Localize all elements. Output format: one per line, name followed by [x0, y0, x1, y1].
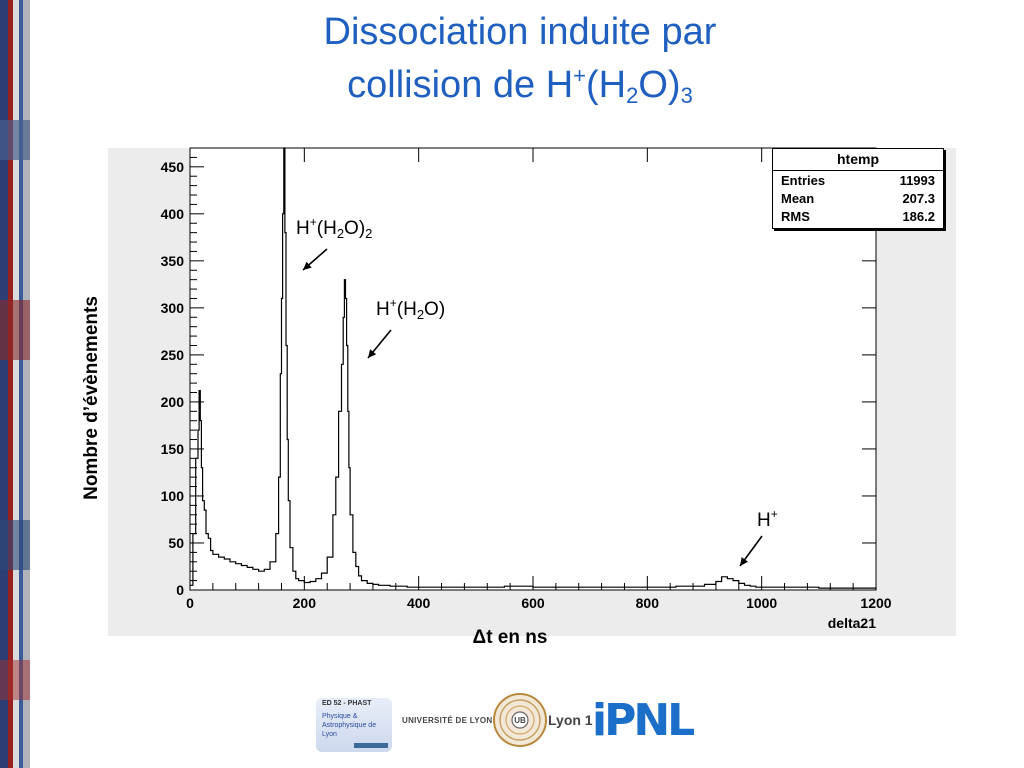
stats-row-rms: RMS 186.2: [773, 207, 943, 225]
x-axis-label: Δt en ns: [472, 627, 548, 648]
phast-text: Physique & Astrophysique de Lyon: [322, 713, 377, 738]
annot-sup: +: [770, 507, 778, 521]
y-tick-label: 0: [176, 582, 184, 598]
stats-label: Mean: [781, 191, 815, 206]
y-tick-label: 350: [161, 253, 185, 269]
stats-value: 186.2: [902, 209, 935, 224]
arrow-peak-h3o-head: [368, 349, 377, 358]
phast-bar: [354, 743, 388, 748]
y-tick-label: 100: [161, 488, 185, 504]
lyon1-emblem-icon: UB: [493, 693, 547, 747]
phast-logo: ED 52 - PHAST Physique & Astrophysique d…: [316, 698, 392, 752]
y-tick-label: 450: [161, 159, 185, 175]
title-prefix: collision de H: [347, 64, 574, 106]
x-tick-label: 600: [521, 595, 545, 611]
stats-row-mean: Mean 207.3: [773, 189, 943, 207]
x-tick-label: 1200: [860, 595, 891, 611]
y-axis-label: Nombre d’évènements: [81, 296, 102, 500]
x-tick-label: 0: [186, 595, 194, 611]
arrow-peak-h3o2-head: [303, 261, 312, 270]
lyon1-badge-text: UB: [514, 716, 526, 725]
stats-box: htemp Entries 11993 Mean 207.3 RMS 186.2: [772, 148, 944, 229]
y-tick-label: 200: [161, 394, 185, 410]
slide-title-line2: collision de H+(H2O)3: [220, 54, 820, 118]
annot-text: H: [376, 299, 390, 320]
annot-sub: 2: [416, 307, 425, 322]
stats-label: Entries: [781, 173, 826, 188]
plot-area: [189, 147, 877, 591]
annot-text: (H: [316, 218, 337, 239]
y-tick-label: 250: [161, 347, 185, 363]
annot-text: O): [344, 218, 366, 239]
annot-sup: +: [389, 296, 397, 310]
x-tick-label: 400: [407, 595, 431, 611]
lyon1-text: Lyon 1: [548, 712, 593, 728]
title-sub2: 2: [626, 83, 639, 108]
annot-text: (H: [396, 299, 417, 320]
universite-de-lyon-logo: UNIVERSITÉ DE LYON: [402, 716, 493, 725]
annot-text: H: [296, 218, 310, 239]
annot-text: O): [424, 299, 446, 320]
x-tick-label: 800: [636, 595, 660, 611]
y-tick-label: 300: [161, 300, 185, 316]
annot-sup: +: [309, 215, 317, 229]
phast-name: ED 52 - PHAST: [322, 700, 372, 707]
annot-sub: 2: [365, 226, 373, 241]
axis-name-delta21: delta21: [828, 615, 876, 631]
ipnl-logo: iPNL: [592, 695, 695, 746]
stats-value: 207.3: [902, 191, 935, 206]
annotation-peak-h: H+: [757, 507, 778, 532]
slide-title: Dissociation induite par collision de H+…: [220, 10, 820, 118]
annot-text: H: [757, 510, 771, 531]
title-sub3: 3: [680, 83, 693, 108]
decorative-side-strip: [0, 0, 30, 768]
title-sup: +: [573, 63, 587, 88]
arrow-peak-h-head: [740, 557, 748, 566]
annotation-peak-h3o: H+(H2O): [376, 296, 445, 322]
x-tick-label: 1000: [746, 595, 777, 611]
x-tick-label: 200: [293, 595, 317, 611]
stats-row-entries: Entries 11993: [773, 171, 943, 189]
histogram-series-line: [190, 147, 877, 590]
slide-title-line1: Dissociation induite par: [323, 11, 717, 53]
stats-title: htemp: [773, 149, 943, 171]
y-tick-label: 150: [161, 441, 185, 457]
annotation-peak-h3o2: H+(H2O)2: [296, 215, 372, 241]
annot-sub: 2: [336, 226, 345, 241]
title-o-close: O): [638, 64, 681, 106]
stats-label: RMS: [781, 209, 810, 224]
title-paren: (H: [586, 64, 627, 106]
y-tick-label: 400: [161, 206, 185, 222]
logo-bar: ED 52 - PHAST Physique & Astrophysique d…: [316, 688, 716, 754]
stats-value: 11993: [899, 173, 935, 188]
y-tick-label: 50: [168, 535, 184, 551]
